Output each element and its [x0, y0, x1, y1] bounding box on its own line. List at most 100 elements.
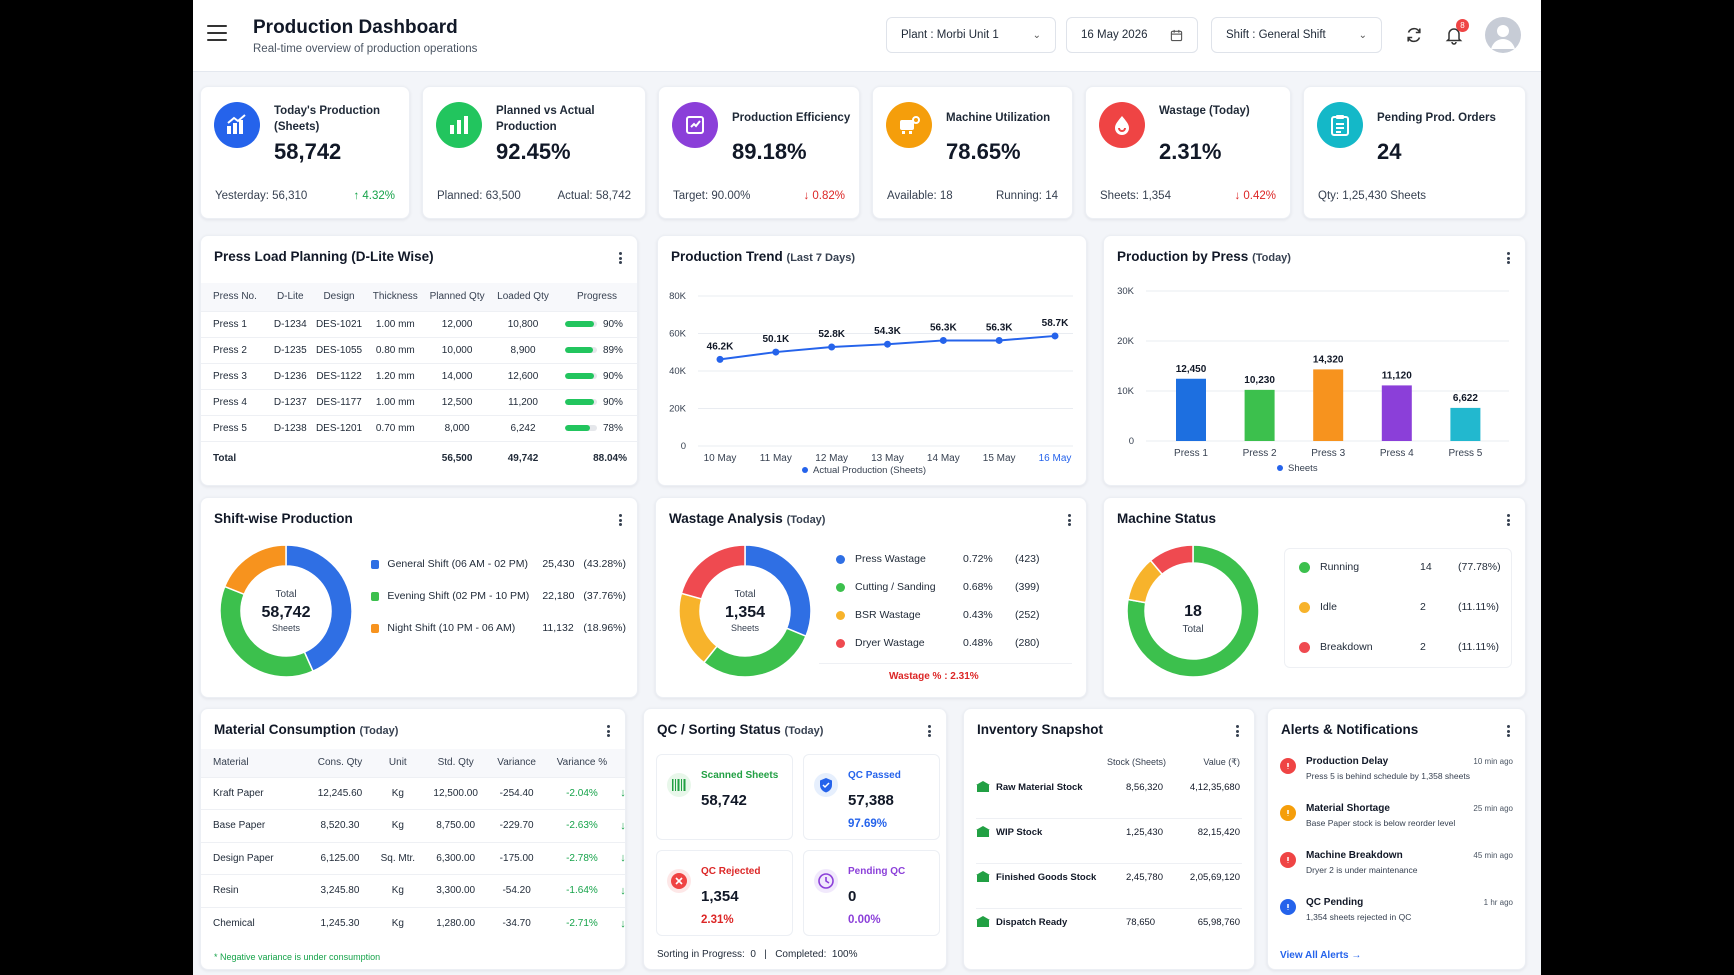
- more-options-icon[interactable]: [924, 723, 934, 739]
- more-options-icon[interactable]: [1232, 723, 1242, 739]
- kpi-value: 78.65%: [946, 139, 1021, 164]
- progress-cell: 90%: [554, 310, 637, 337]
- table-cell: DES-1201: [310, 414, 368, 441]
- more-options-icon[interactable]: [603, 723, 613, 739]
- kpi-title: Pending Prod. Orders: [1377, 112, 1496, 124]
- dashboard-app: Production Dashboard Real-time overview …: [193, 0, 1541, 975]
- kpi-value: 89.18%: [732, 139, 807, 164]
- alert-item[interactable]: Production Delay Press 5 is behind schedu…: [1280, 756, 1513, 796]
- y-tick-label: 20K: [669, 404, 687, 415]
- more-options-icon[interactable]: [615, 250, 625, 266]
- table-cell: 3,245.80: [307, 874, 373, 907]
- machine-status-title: Machine Status: [1117, 511, 1217, 526]
- legend-qty: 25,430: [542, 558, 575, 570]
- table-row: Resin 3,245.80 Kg 3,300.00 -54.20 -1.64% ↓: [201, 874, 625, 907]
- column-header: Thickness: [367, 283, 424, 311]
- machine-status-card: Machine Status 18 Total Running 14 (77.78%)…: [1103, 497, 1526, 698]
- inventory-value: 2,05,69,120: [1189, 872, 1240, 883]
- table-row: Design Paper 6,125.00 Sq. Mtr. 6,300.00 -175…: [201, 841, 625, 875]
- inventory-name: Raw Material Stock: [996, 782, 1083, 793]
- x-tick-label: Press 1: [1174, 448, 1208, 459]
- kpi-footer: Available: 18 Running: 14: [887, 190, 1058, 202]
- legend-percent: 0.43%: [963, 609, 993, 621]
- column-header: Variance %: [545, 749, 619, 777]
- donut-center-unit: Sheets: [731, 623, 760, 633]
- table-cell: 6,300.00: [423, 841, 489, 875]
- table-cell: 12,000: [423, 310, 492, 337]
- press-load-card: Press Load Planning (D-Lite Wise) Press …: [200, 235, 638, 486]
- alert-item[interactable]: Material Shortage Base Paper stock is bel…: [1280, 803, 1513, 843]
- table-cell: Press 3: [201, 362, 271, 389]
- more-options-icon[interactable]: [1503, 512, 1513, 528]
- hamburger-menu-icon[interactable]: [207, 25, 227, 41]
- inventory-row: WIP Stock 1,25,430 82,15,420: [976, 824, 1242, 864]
- y-tick-label: 40K: [669, 366, 687, 377]
- total-loaded: 49,742: [491, 440, 555, 475]
- alert-time: 1 hr ago: [1483, 898, 1513, 907]
- date-picker[interactable]: 16 May 2026: [1066, 17, 1198, 53]
- truck-icon: [976, 916, 990, 928]
- table-cell: Base Paper: [201, 809, 308, 842]
- wastage-icon: [1099, 102, 1145, 148]
- machine-legend: Running 14 (77.78%) Idle 2 (11.11%) Breakdown 2…: [1284, 548, 1512, 668]
- variance-percent: -2.63%: [545, 809, 619, 842]
- inventory-row: Finished Goods Stock 2,45,780 2,05,69,120: [976, 869, 1242, 909]
- more-options-icon[interactable]: [1503, 250, 1513, 266]
- status-name: Running: [1320, 561, 1360, 573]
- table-cell: 6,125.00: [307, 841, 373, 875]
- table-cell: -34.70: [488, 906, 546, 940]
- production-by-press-card: Production by Press (Today) 0 10K 20K 30K 12…: [1103, 235, 1526, 486]
- view-all-alerts-link[interactable]: View All Alerts →: [1280, 950, 1362, 961]
- pending-label: Pending QC: [848, 866, 906, 877]
- shift-select[interactable]: Shift : General Shift ⌄: [1211, 17, 1382, 53]
- kpi-value: 92.45%: [496, 139, 571, 164]
- kpi-value: 2.31%: [1159, 139, 1222, 164]
- bell-icon[interactable]: 8: [1441, 19, 1469, 48]
- qc-scanned-box: Scanned Sheets 58,742: [656, 754, 793, 840]
- machine-donut-chart: 18 Total: [1126, 544, 1260, 678]
- production-trend-card: Production Trend (Last 7 Days) 0 20K 40K 60…: [657, 235, 1087, 486]
- arrow-down-icon: ↓: [618, 841, 625, 875]
- donut-slice: [223, 544, 287, 596]
- plant-select[interactable]: Plant : Morbi Unit 1 ⌄: [886, 17, 1056, 53]
- kpi-footer-left: Target: 90.00%: [673, 190, 751, 202]
- table-cell: DES-1021: [310, 310, 368, 337]
- qc-pending-box: Pending QC 0 0.00%: [803, 850, 940, 936]
- kpi-card: Planned vs Actual Production 92.45% Planne…: [422, 86, 646, 219]
- legend-swatch: [371, 591, 380, 601]
- status-name: Breakdown: [1320, 641, 1373, 653]
- column-header: Loaded Qty: [491, 283, 555, 311]
- progress-value: 78%: [602, 422, 623, 434]
- refresh-icon[interactable]: [1401, 22, 1427, 48]
- table-cell: 0.70 mm: [367, 414, 424, 441]
- wastage-total-percent: Wastage % : 2.31%: [889, 671, 979, 682]
- alert-item[interactable]: QC Pending 1,354 sheets rejected in QC 1 h…: [1280, 897, 1513, 937]
- plant-select-value: Plant : Morbi Unit 1: [901, 29, 999, 41]
- column-header: Unit: [372, 749, 424, 777]
- kpi-value: 58,742: [274, 139, 342, 164]
- kpi-card: Pending Prod. Orders 24 Qty: 1,25,430 Shee…: [1303, 86, 1526, 219]
- chevron-down-icon: ⌄: [1358, 29, 1367, 41]
- barcode-icon: [667, 773, 691, 797]
- bar: [1450, 407, 1481, 441]
- user-avatar[interactable]: [1485, 17, 1521, 53]
- progress-value: 90%: [602, 396, 623, 408]
- data-label: 46.2K: [707, 341, 734, 352]
- legend-qty: 11,132: [542, 622, 574, 634]
- qc-sorting-title: QC / Sorting Status (Today): [657, 722, 824, 737]
- alert-time: 10 min ago: [1473, 757, 1513, 766]
- legend-name: Press Wastage: [855, 553, 926, 565]
- more-options-icon[interactable]: [615, 512, 625, 528]
- alert-item[interactable]: Machine Breakdown Dryer 2 is under mainte…: [1280, 850, 1513, 890]
- shift-wise-title: Shift-wise Production: [214, 511, 353, 526]
- table-row: Press 5 D-1238 DES-1201 0.70 mm 8,000 6,242 78…: [201, 414, 637, 441]
- bar-label: 10,230: [1244, 375, 1275, 386]
- pending-percent: 0.00%: [848, 914, 881, 926]
- kpi-title: Wastage (Today): [1159, 105, 1250, 117]
- more-options-icon[interactable]: [1503, 723, 1513, 739]
- pending-value: 0: [848, 888, 857, 905]
- more-options-icon[interactable]: [1064, 512, 1074, 528]
- table-cell: 1.20 mm: [367, 362, 424, 389]
- passed-value: 57,388: [848, 792, 894, 809]
- data-point: [828, 343, 836, 351]
